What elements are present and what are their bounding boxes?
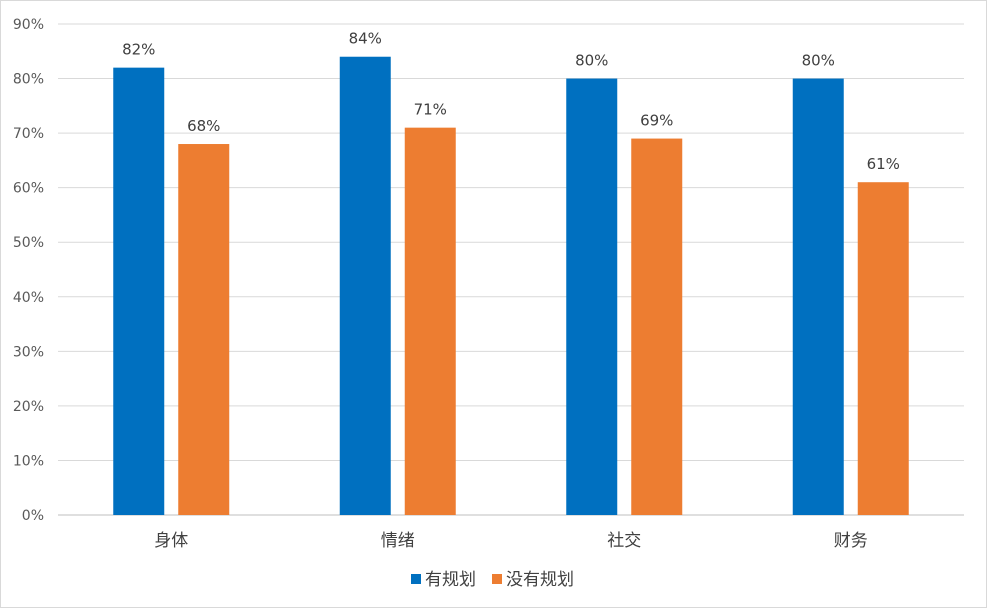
data-label: 71% [414,101,447,119]
data-label: 84% [349,30,382,48]
y-tick-label: 90% [13,17,44,33]
y-tick-label: 80% [13,72,44,88]
y-axis: 0% 10% 20% 30% 40% 50% 60% 70% 80% 90% [13,17,44,524]
bar-unplanned [631,138,683,516]
legend-swatch-unplanned [492,574,502,584]
bar-planned [339,56,391,515]
bar-unplanned [404,127,456,516]
legend-label: 有规划 [425,570,476,590]
bars [113,56,909,516]
legend-swatch-planned [411,574,421,584]
bar-unplanned [178,144,230,515]
data-label: 69% [640,112,673,130]
x-tick-label: 财务 [834,531,868,551]
data-label: 82% [122,41,155,59]
bar-unplanned [857,182,909,515]
x-tick-label: 情绪 [381,531,415,551]
y-tick-label: 10% [13,453,44,469]
data-label: 68% [187,117,220,135]
legend: 有规划 没有规划 [411,570,574,590]
data-label: 61% [867,155,900,173]
y-tick-label: 40% [13,290,44,306]
y-tick-label: 0% [22,508,44,524]
y-tick-label: 30% [13,344,44,360]
y-tick-label: 20% [13,399,44,415]
bar-planned [113,67,165,516]
x-tick-label: 社交 [607,531,641,551]
bar-planned [566,78,618,516]
legend-label: 没有规划 [506,570,574,590]
data-label: 80% [575,52,608,70]
x-tick-label: 身体 [154,531,188,551]
x-axis: 身体 情绪 社交 财务 [154,531,868,551]
bar-planned [792,78,844,516]
y-tick-label: 50% [13,235,44,251]
y-tick-label: 70% [13,126,44,142]
data-labels: 82% 68% 84% 71% 80% 69% 80% 61% [122,30,900,173]
y-tick-label: 60% [13,181,44,197]
data-label: 80% [802,52,835,70]
